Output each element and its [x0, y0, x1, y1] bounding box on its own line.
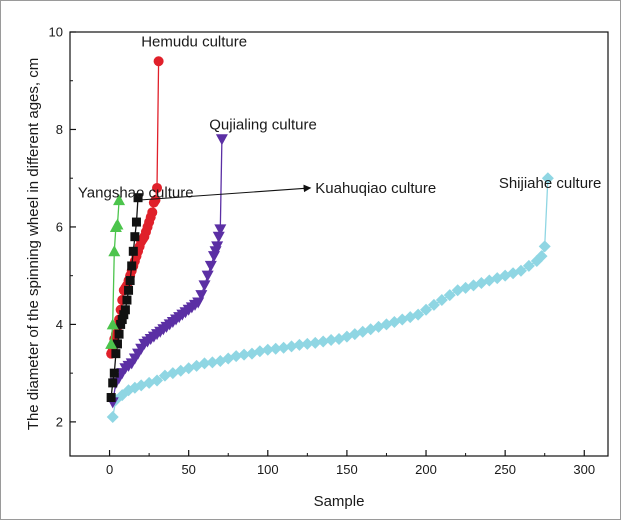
data-point — [285, 340, 298, 353]
data-point — [238, 348, 251, 361]
data-point — [106, 318, 119, 330]
data-point — [125, 276, 135, 286]
data-point — [427, 298, 440, 311]
data-point — [211, 241, 224, 253]
data-point — [109, 368, 119, 378]
data-point — [538, 240, 551, 253]
annotation-arrow — [138, 184, 312, 201]
data-point — [108, 378, 118, 388]
data-point — [152, 182, 163, 193]
series-annotation-label: Yangshao culture — [78, 185, 194, 202]
x-tick-label: 100 — [257, 462, 279, 477]
data-point — [150, 195, 161, 206]
data-point — [277, 341, 290, 354]
series-yangshao-culture — [105, 194, 126, 349]
data-point — [206, 356, 219, 369]
data-point — [106, 411, 119, 424]
data-point — [127, 261, 137, 271]
data-point — [128, 246, 138, 256]
data-point — [212, 231, 225, 243]
data-point — [198, 280, 211, 292]
data-point — [114, 329, 124, 339]
data-point — [317, 335, 330, 348]
axis-ticks: 0 50 100 150 200 250 300 2 4 6 8 10 — [49, 25, 596, 478]
x-tick-label: 50 — [181, 462, 195, 477]
data-point — [261, 343, 274, 356]
data-point — [111, 218, 124, 230]
data-point — [195, 290, 208, 302]
data-point — [153, 56, 164, 67]
data-point — [230, 350, 243, 363]
series-qujialing-culture — [106, 134, 228, 409]
data-point — [201, 270, 214, 282]
data-point — [514, 264, 527, 277]
data-point — [541, 172, 554, 185]
data-point — [111, 349, 121, 359]
x-axis-title: Sample — [314, 493, 365, 510]
data-point — [147, 207, 158, 218]
y-axis-title: The diameter of the spinning wheel in di… — [25, 58, 42, 430]
x-tick-label: 300 — [573, 462, 595, 477]
x-tick-label: 200 — [415, 462, 437, 477]
data-point — [133, 193, 143, 203]
x-tick-label: 150 — [336, 462, 358, 477]
data-point — [113, 194, 126, 206]
data-point — [112, 339, 122, 349]
data-marks — [105, 56, 554, 424]
data-point — [108, 245, 121, 257]
data-point — [293, 338, 306, 351]
data-point — [198, 357, 211, 370]
y-tick-label: 6 — [56, 219, 63, 234]
data-point — [309, 336, 322, 349]
data-point — [130, 232, 140, 242]
data-point — [301, 337, 314, 350]
y-tick-label: 2 — [56, 414, 63, 429]
series-annotation-label: Shijiahe culture — [499, 175, 602, 192]
data-point — [116, 389, 129, 402]
x-tick-label: 0 — [106, 462, 113, 477]
y-tick-label: 8 — [56, 122, 63, 137]
series-shijiahe-culture — [106, 172, 554, 424]
data-point — [119, 310, 129, 320]
data-point — [105, 337, 118, 349]
data-point — [151, 374, 164, 387]
data-point — [116, 319, 126, 329]
data-point — [215, 134, 228, 146]
data-point — [443, 289, 456, 302]
data-point — [325, 334, 338, 347]
data-point — [131, 217, 141, 227]
series-kuahuqiao-culture — [106, 193, 143, 403]
x-tick-label: 250 — [494, 462, 516, 477]
data-point — [120, 305, 130, 315]
data-point — [122, 295, 132, 305]
plot-area-frame — [69, 31, 609, 457]
data-point — [412, 308, 425, 321]
series-annotation-label: Kuahuqiao culture — [315, 180, 436, 197]
data-point — [535, 250, 548, 263]
data-point — [435, 294, 448, 307]
y-tick-label: 4 — [56, 317, 63, 332]
data-point — [420, 303, 433, 316]
data-point — [106, 393, 116, 403]
data-point — [269, 342, 282, 355]
annotations: Hemudu culture Qujialing culture Yangshao … — [78, 34, 601, 202]
data-point — [124, 285, 134, 295]
series-annotation-label: Hemudu culture — [141, 34, 247, 51]
data-point — [204, 260, 217, 272]
data-point — [214, 224, 227, 236]
series-annotation-label: Qujialing culture — [209, 116, 317, 133]
data-point — [117, 315, 127, 325]
data-point — [253, 345, 266, 358]
y-tick-label: 10 — [49, 25, 63, 40]
data-point — [522, 259, 535, 272]
